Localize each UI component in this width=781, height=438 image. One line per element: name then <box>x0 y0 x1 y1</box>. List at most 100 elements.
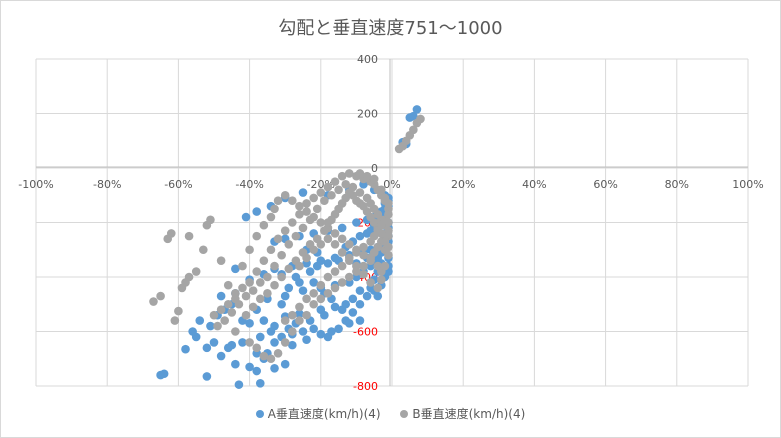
series-b-point <box>362 193 372 203</box>
y-tick-label: 200 <box>357 108 378 121</box>
series-b-point <box>216 256 226 265</box>
series-b-point <box>309 193 318 203</box>
series-a-point <box>202 343 212 353</box>
series-b-point <box>288 327 297 336</box>
series-a-point <box>355 299 365 309</box>
series-a-point <box>234 380 244 389</box>
series-b-point <box>337 234 347 244</box>
x-tick-label: -60% <box>164 178 192 191</box>
series-b-point <box>270 204 279 214</box>
legend: A垂直速度(km/h)(4) B垂直速度(km/h)(4) <box>0 405 781 422</box>
series-b-point <box>377 275 386 285</box>
series-a-point <box>373 291 383 301</box>
series-b-point <box>380 237 390 246</box>
series-b-point <box>355 169 365 178</box>
series-a-point <box>206 321 215 331</box>
series-b-point <box>355 188 365 197</box>
series-b-point <box>227 308 237 317</box>
series-b-point <box>255 278 265 287</box>
x-tick-label: 60% <box>593 178 617 191</box>
series-b-point <box>209 310 219 320</box>
series-a-point <box>348 308 358 317</box>
series-b-point <box>252 343 262 353</box>
x-tick-label: 100% <box>732 178 763 191</box>
series-b-point <box>330 240 340 249</box>
series-b-point <box>280 190 290 200</box>
series-b-point <box>323 218 333 227</box>
series-a-point <box>309 278 318 287</box>
series-b-point <box>330 267 340 276</box>
series-b-point <box>270 261 279 271</box>
series-b-point <box>305 215 315 225</box>
series-a-point <box>355 231 365 241</box>
series-b-point <box>149 297 158 306</box>
series-a-point <box>231 359 240 369</box>
series-a-point <box>223 343 233 353</box>
series-b-point <box>359 269 368 279</box>
legend-marker-b <box>400 410 409 418</box>
series-b-point <box>170 316 180 325</box>
series-b-point <box>323 272 333 282</box>
series-b-point <box>377 185 386 195</box>
series-a-point <box>255 378 265 388</box>
series-b-point <box>312 234 322 244</box>
series-a-point <box>188 327 197 336</box>
series-b-point <box>191 267 201 276</box>
series-b-point <box>337 261 347 271</box>
series-a-point <box>252 366 262 376</box>
series-a-point <box>298 286 308 295</box>
series-b-point <box>184 272 194 282</box>
series-b-point <box>302 199 311 208</box>
series-a-point <box>252 207 262 216</box>
legend-label-a: A垂直速度(km/h)(4) <box>267 407 381 421</box>
series-b-point <box>330 177 340 186</box>
series-b-point <box>384 250 393 260</box>
series-b-point <box>223 280 233 290</box>
series-b-point <box>266 245 276 255</box>
series-a-point <box>348 294 358 304</box>
series-b-point <box>291 256 301 265</box>
series-b-point <box>352 261 361 271</box>
series-a-point <box>270 338 279 347</box>
series-b-point <box>305 240 315 249</box>
series-b-point <box>234 299 244 309</box>
series-b-point <box>280 226 290 235</box>
x-tick-label: 20% <box>451 178 475 191</box>
series-b-point <box>280 316 290 325</box>
series-a-point <box>295 309 304 319</box>
series-b-point <box>323 182 333 192</box>
series-a-point <box>362 291 372 301</box>
series-a-point <box>255 332 265 342</box>
series-b-point <box>248 286 258 295</box>
series-a-point <box>209 338 219 347</box>
legend-label-b: B垂直速度(km/h)(4) <box>412 407 526 421</box>
series-b-point <box>352 248 361 257</box>
series-a-point <box>284 283 294 293</box>
series-a-point <box>288 340 297 350</box>
series-b-point <box>266 212 276 222</box>
series-a-point <box>355 316 365 325</box>
series-a-point <box>245 362 254 372</box>
series-b-point <box>373 283 383 293</box>
series-b-point <box>156 291 165 301</box>
series-a-point <box>280 291 290 301</box>
series-b-point <box>309 299 318 309</box>
series-b-point <box>341 180 351 189</box>
series-b-point <box>245 278 254 287</box>
series-a-point <box>337 223 347 233</box>
legend-item-a: A垂直速度(km/h)(4) <box>255 405 381 422</box>
x-tick-label: -40% <box>235 178 263 191</box>
series-a-point <box>295 278 304 287</box>
series-b-point <box>273 349 283 358</box>
series-b-point <box>245 338 254 347</box>
series-a-point <box>270 363 279 373</box>
series-a-point <box>327 327 336 336</box>
series-a-point <box>320 310 329 320</box>
series-b-point <box>277 272 286 282</box>
series-b-point <box>259 256 269 265</box>
series-b-point <box>280 338 290 347</box>
series-b-point <box>238 283 247 293</box>
series-a-point <box>216 291 226 301</box>
series-b-point <box>394 144 404 154</box>
